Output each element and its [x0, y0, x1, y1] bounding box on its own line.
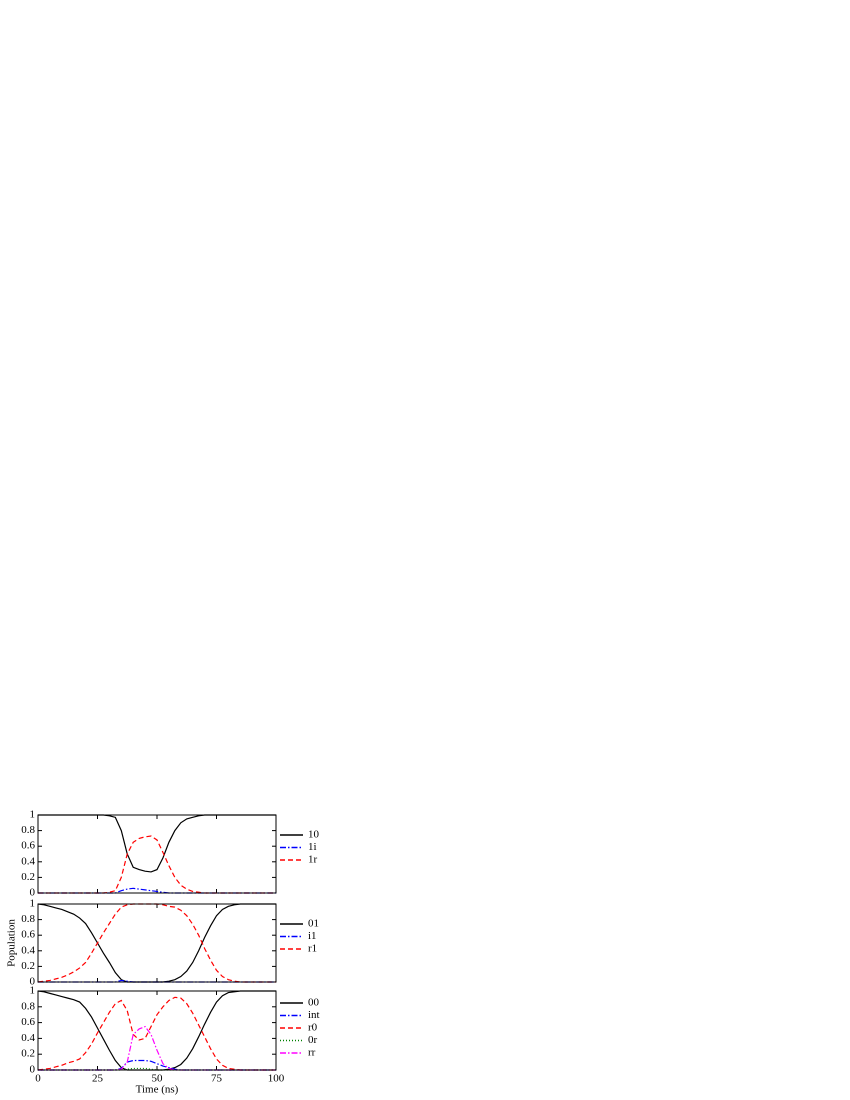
y-tick-label: 0.8	[21, 824, 35, 836]
y-tick-label: 0.6	[21, 840, 35, 852]
y-tick-label: 0.8	[21, 1000, 35, 1012]
legend-label: 00	[308, 997, 320, 1009]
y-tick-label: 0.6	[21, 929, 35, 941]
legend-label: 0r	[308, 1034, 318, 1046]
plot-frame	[37, 903, 277, 983]
series-line	[37, 903, 276, 983]
legend-label: r1	[308, 943, 317, 955]
y-tick-label: 0.4	[21, 944, 35, 956]
y-tick-label: 1	[30, 809, 36, 821]
y-tick-label: 0.2	[21, 1048, 35, 1060]
series-line	[38, 814, 276, 873]
y-tick-label: 1	[30, 985, 36, 997]
y-tick-label: 0	[30, 976, 36, 988]
plot-frame	[37, 814, 277, 894]
legend-label: int	[308, 1009, 320, 1021]
y-tick-label: 0.6	[21, 1016, 35, 1028]
series-line	[38, 1025, 276, 1071]
y-tick-label: 0.4	[21, 1032, 35, 1044]
legend-label: 10	[308, 829, 320, 841]
y-tick-label: 0.4	[21, 855, 35, 867]
x-axis-label: Time (ns)	[136, 1084, 179, 1096]
y-axis-label: Population	[6, 919, 18, 967]
series-line	[37, 996, 276, 1071]
legend-label: i1	[308, 930, 317, 942]
series-line	[38, 835, 276, 894]
x-tick-label: 50	[152, 1073, 164, 1085]
legend-label: rr	[308, 1047, 316, 1059]
y-tick-label: 0.2	[21, 871, 35, 883]
legend-label: 1i	[308, 841, 317, 853]
x-tick-label: 25	[92, 1073, 104, 1085]
legend-label: 1r	[308, 854, 318, 866]
legend-label: 01	[308, 918, 319, 930]
x-tick-label: 75	[211, 1073, 223, 1085]
y-tick-label: 1	[30, 898, 36, 910]
y-tick-label: 0.2	[21, 960, 35, 972]
plot-frame	[37, 990, 277, 1071]
y-tick-label: 0	[30, 1064, 36, 1076]
series-line	[37, 903, 276, 983]
x-tick-label: 100	[268, 1073, 285, 1085]
x-tick-label: 0	[35, 1073, 41, 1085]
series-line	[37, 990, 276, 1071]
y-tick-label: 0.8	[21, 913, 35, 925]
legend-label: r0	[308, 1022, 318, 1034]
y-tick-label: 0	[30, 887, 36, 899]
